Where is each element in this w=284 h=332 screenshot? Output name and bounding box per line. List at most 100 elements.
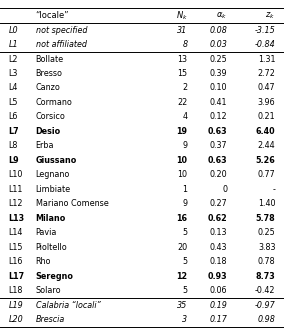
Text: Calabria “locali”: Calabria “locali”	[36, 301, 100, 310]
Text: 0.08: 0.08	[209, 26, 227, 35]
Text: 20: 20	[177, 243, 187, 252]
Text: L10: L10	[9, 170, 23, 179]
Text: 0.20: 0.20	[210, 170, 227, 179]
Text: 15: 15	[177, 69, 187, 78]
Text: 12: 12	[176, 272, 187, 281]
Text: $z_k$: $z_k$	[266, 10, 275, 21]
Text: Solaro: Solaro	[36, 286, 61, 295]
Text: 3: 3	[182, 315, 187, 324]
Text: Rho: Rho	[36, 257, 51, 266]
Text: L13: L13	[9, 214, 25, 223]
Text: L16: L16	[9, 257, 23, 266]
Text: 9: 9	[182, 141, 187, 150]
Text: Desio: Desio	[36, 127, 60, 136]
Text: 0.19: 0.19	[209, 301, 227, 310]
Text: Legnano: Legnano	[36, 170, 70, 179]
Text: 10: 10	[178, 170, 187, 179]
Text: L9: L9	[9, 156, 19, 165]
Text: 5.26: 5.26	[256, 156, 275, 165]
Text: L2: L2	[9, 54, 18, 63]
Text: 1: 1	[182, 185, 187, 194]
Text: 0.17: 0.17	[209, 315, 227, 324]
Text: Pioltello: Pioltello	[36, 243, 67, 252]
Text: 13: 13	[178, 54, 187, 63]
Text: L17: L17	[9, 272, 25, 281]
Text: 0.25: 0.25	[210, 54, 227, 63]
Text: L15: L15	[9, 243, 23, 252]
Text: 0.21: 0.21	[258, 113, 275, 122]
Text: L12: L12	[9, 200, 23, 208]
Text: Mariano Comense: Mariano Comense	[36, 200, 108, 208]
Text: 0.13: 0.13	[210, 228, 227, 237]
Text: L0: L0	[9, 26, 18, 35]
Text: 6.40: 6.40	[256, 127, 275, 136]
Text: 0.63: 0.63	[208, 156, 227, 165]
Text: Corsico: Corsico	[36, 113, 65, 122]
Text: 2.44: 2.44	[258, 141, 275, 150]
Text: L3: L3	[9, 69, 18, 78]
Text: 19: 19	[176, 127, 187, 136]
Text: 31: 31	[177, 26, 187, 35]
Text: 0.06: 0.06	[210, 286, 227, 295]
Text: -0.97: -0.97	[255, 301, 275, 310]
Text: 2: 2	[182, 83, 187, 93]
Text: 1.40: 1.40	[258, 200, 275, 208]
Text: 22: 22	[177, 98, 187, 107]
Text: 0.47: 0.47	[258, 83, 275, 93]
Text: Seregno: Seregno	[36, 272, 73, 281]
Text: 0.25: 0.25	[258, 228, 275, 237]
Text: 4: 4	[182, 113, 187, 122]
Text: $N_k$: $N_k$	[176, 9, 187, 22]
Text: 10: 10	[176, 156, 187, 165]
Text: 0.62: 0.62	[207, 214, 227, 223]
Text: 0: 0	[222, 185, 227, 194]
Text: 5: 5	[182, 257, 187, 266]
Text: 5: 5	[182, 228, 187, 237]
Text: Cormano: Cormano	[36, 98, 72, 107]
Text: -0.42: -0.42	[255, 286, 275, 295]
Text: -: -	[273, 185, 275, 194]
Text: 5: 5	[182, 286, 187, 295]
Text: Bresso: Bresso	[36, 69, 62, 78]
Text: not affiliated: not affiliated	[36, 40, 87, 49]
Text: L14: L14	[9, 228, 23, 237]
Text: 0.39: 0.39	[210, 69, 227, 78]
Text: -3.15: -3.15	[255, 26, 275, 35]
Text: Giussano: Giussano	[36, 156, 77, 165]
Text: Bollate: Bollate	[36, 54, 64, 63]
Text: 0.98: 0.98	[258, 315, 275, 324]
Text: 16: 16	[176, 214, 187, 223]
Text: L11: L11	[9, 185, 23, 194]
Text: 35: 35	[177, 301, 187, 310]
Text: 0.12: 0.12	[210, 113, 227, 122]
Text: 3.83: 3.83	[258, 243, 275, 252]
Text: 0.37: 0.37	[210, 141, 227, 150]
Text: 0.18: 0.18	[210, 257, 227, 266]
Text: 0.43: 0.43	[210, 243, 227, 252]
Text: L7: L7	[9, 127, 19, 136]
Text: Pavia: Pavia	[36, 228, 57, 237]
Text: $\alpha_k$: $\alpha_k$	[216, 10, 227, 21]
Text: L4: L4	[9, 83, 18, 93]
Text: 0.77: 0.77	[258, 170, 275, 179]
Text: 0.03: 0.03	[209, 40, 227, 49]
Text: “locale”: “locale”	[36, 11, 69, 20]
Text: 1.31: 1.31	[258, 54, 275, 63]
Text: Canzo: Canzo	[36, 83, 60, 93]
Text: Erba: Erba	[36, 141, 54, 150]
Text: L1: L1	[9, 40, 18, 49]
Text: -0.84: -0.84	[255, 40, 275, 49]
Text: Brescia: Brescia	[36, 315, 65, 324]
Text: Limbiate: Limbiate	[36, 185, 71, 194]
Text: 0.27: 0.27	[210, 200, 227, 208]
Text: L6: L6	[9, 113, 18, 122]
Text: 5.78: 5.78	[256, 214, 275, 223]
Text: not specified: not specified	[36, 26, 87, 35]
Text: 0.78: 0.78	[258, 257, 275, 266]
Text: L20: L20	[9, 315, 23, 324]
Text: 0.93: 0.93	[208, 272, 227, 281]
Text: L18: L18	[9, 286, 23, 295]
Text: 8: 8	[182, 40, 187, 49]
Text: 0.41: 0.41	[210, 98, 227, 107]
Text: L8: L8	[9, 141, 18, 150]
